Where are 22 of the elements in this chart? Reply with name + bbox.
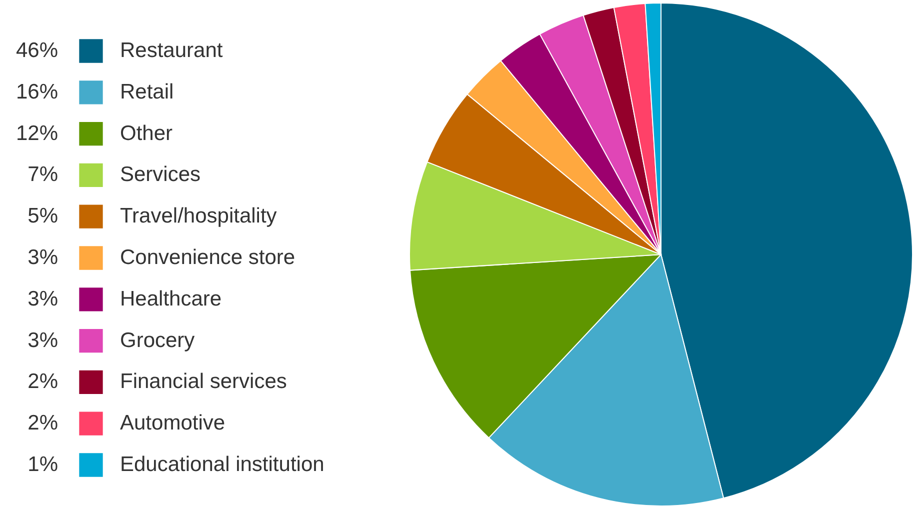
legend-label: Travel/hospitality (120, 204, 278, 228)
data-label: 3% (28, 328, 58, 352)
data-label: 5% (28, 204, 58, 228)
legend-label: Services (120, 163, 201, 186)
data-label: 2% (28, 370, 58, 394)
legend-label: Automotive (120, 412, 226, 435)
data-label: 7% (28, 163, 58, 186)
data-label: 3% (28, 287, 58, 310)
data-label: 2% (28, 412, 58, 435)
legend-label: Other (120, 122, 173, 145)
legend-label: Grocery (120, 328, 196, 352)
legend-label: Restaurant (120, 39, 223, 62)
data-label: 3% (28, 246, 58, 269)
data-label: 12% (16, 122, 58, 145)
legend-label: Retail (120, 80, 174, 104)
legend-label: Convenience store (120, 246, 296, 269)
data-label: 46% (16, 39, 58, 62)
data-label: 16% (16, 80, 58, 104)
legend-label: Educational institution (120, 453, 324, 476)
legend-label: Financial services (120, 370, 287, 394)
legend-label: Healthcare (120, 287, 222, 310)
data-label: 1% (28, 453, 58, 476)
